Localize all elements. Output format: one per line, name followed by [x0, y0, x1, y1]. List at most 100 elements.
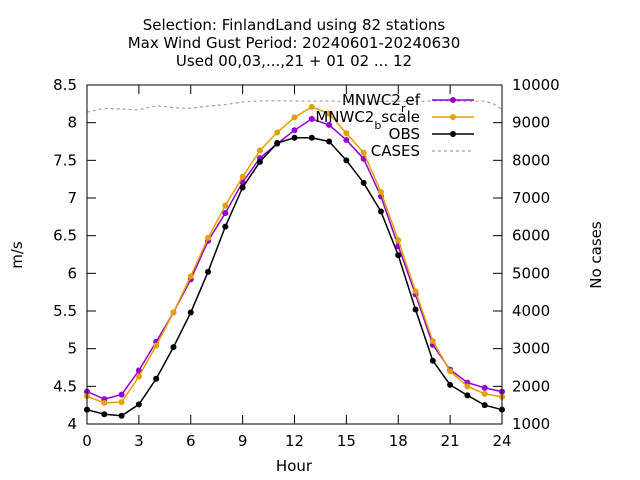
data-point [135, 373, 142, 380]
x-tick-label: 3 [134, 432, 144, 450]
y-tick-label: 5.5 [53, 302, 77, 320]
legend-entry: CASES [371, 142, 474, 160]
data-point [447, 381, 454, 388]
data-point [464, 392, 471, 399]
data-point [118, 399, 125, 406]
axis-ticks: 0 3 6 9 12 15 18 21 24 4 4.5 5 5.5 6 6.5 7 7.5 8 8.5 1000 20… [53, 76, 560, 450]
data-point [308, 134, 315, 141]
y-tick-label: 4.5 [53, 377, 77, 395]
legend-entry: OBS [389, 125, 474, 143]
legend-label: CASES [371, 142, 420, 160]
y-tick-label: 7 [67, 189, 77, 207]
x-tick-label: 12 [285, 432, 304, 450]
y2-tick-label: 7000 [512, 189, 550, 207]
data-point [101, 399, 108, 406]
data-point [118, 391, 125, 398]
series-layer [84, 100, 505, 419]
x-tick-label: 15 [337, 432, 356, 450]
data-point [170, 309, 177, 316]
y-tick-label: 8.5 [53, 76, 77, 94]
y-tick-label: 4 [67, 415, 77, 433]
data-point [187, 309, 194, 316]
x-tick-label: 18 [389, 432, 408, 450]
data-point [274, 140, 281, 147]
series-line [86, 136, 503, 417]
data-point [429, 357, 436, 364]
data-point [377, 188, 384, 195]
data-point [481, 384, 488, 391]
data-point [274, 129, 281, 136]
data-point [360, 179, 367, 186]
data-point [412, 288, 419, 295]
y2-tick-label: 4000 [512, 302, 550, 320]
x-axis-label: Hour [276, 457, 313, 475]
legend-marker [450, 97, 456, 103]
chart-title: Selection: FinlandLand using 82 stations… [128, 16, 461, 70]
data-point [412, 306, 419, 313]
data-point [256, 147, 263, 154]
data-point [395, 252, 402, 259]
series-mnwc2-ref [84, 115, 505, 403]
legend-label: MNWC2bscale [315, 108, 420, 132]
data-point [256, 158, 263, 165]
data-point [135, 401, 142, 408]
legend-marker [450, 114, 456, 120]
plot-frame [86, 84, 503, 425]
y2-tick-label: 5000 [512, 264, 550, 282]
y2-tick-label: 3000 [512, 340, 550, 358]
data-point [205, 268, 212, 275]
legend-marker [450, 131, 456, 137]
data-point [222, 210, 229, 217]
series-mnwc2-bscale [84, 103, 505, 406]
data-point [447, 368, 454, 375]
legend-entry: MNWC2ref [342, 91, 474, 115]
data-point [343, 130, 350, 137]
legend-entry: MNWC2bscale [315, 108, 474, 132]
y2-tick-label: 10000 [512, 76, 560, 94]
chart-title-line-2: Max Wind Gust Period: 20240601-20240630 [128, 34, 461, 52]
y2-tick-label: 8000 [512, 151, 550, 169]
chart-title-line-1: Selection: FinlandLand using 82 stations [143, 16, 446, 34]
data-point [135, 367, 142, 374]
x-tick-label: 0 [82, 432, 92, 450]
y2-tick-label: 1000 [512, 415, 550, 433]
data-point [291, 114, 298, 121]
data-point [395, 237, 402, 244]
data-point [481, 390, 488, 397]
x-tick-label: 21 [441, 432, 460, 450]
data-point [481, 402, 488, 409]
series-obs [84, 134, 505, 419]
y-tick-label: 5 [67, 340, 77, 358]
data-point [187, 273, 194, 280]
data-point [291, 134, 298, 141]
y-axis-label: m/s [8, 241, 26, 269]
data-point [308, 103, 315, 110]
data-point [170, 344, 177, 351]
y-tick-label: 6.5 [53, 227, 77, 245]
data-point [343, 136, 350, 143]
data-point [118, 412, 125, 419]
chart-title-line-3: Used 00,03,...,21 + 01 02 ... 12 [176, 52, 412, 70]
data-point [343, 157, 350, 164]
data-point [239, 184, 246, 191]
y2-axis-label: No cases [587, 221, 605, 289]
data-point [291, 127, 298, 134]
data-point [308, 115, 315, 122]
data-point [222, 202, 229, 209]
data-point [239, 173, 246, 180]
y-tick-label: 6 [67, 264, 77, 282]
y2-tick-label: 6000 [512, 227, 550, 245]
legend-label: MNWC2ref [342, 91, 421, 115]
y-tick-label: 8 [67, 114, 77, 132]
data-point [326, 121, 333, 128]
data-point [205, 234, 212, 241]
data-point [153, 342, 160, 349]
x-tick-label: 24 [492, 432, 511, 450]
y2-tick-label: 2000 [512, 377, 550, 395]
y-tick-label: 7.5 [53, 151, 77, 169]
data-point [101, 411, 108, 418]
data-point [464, 383, 471, 390]
x-tick-label: 9 [238, 432, 248, 450]
